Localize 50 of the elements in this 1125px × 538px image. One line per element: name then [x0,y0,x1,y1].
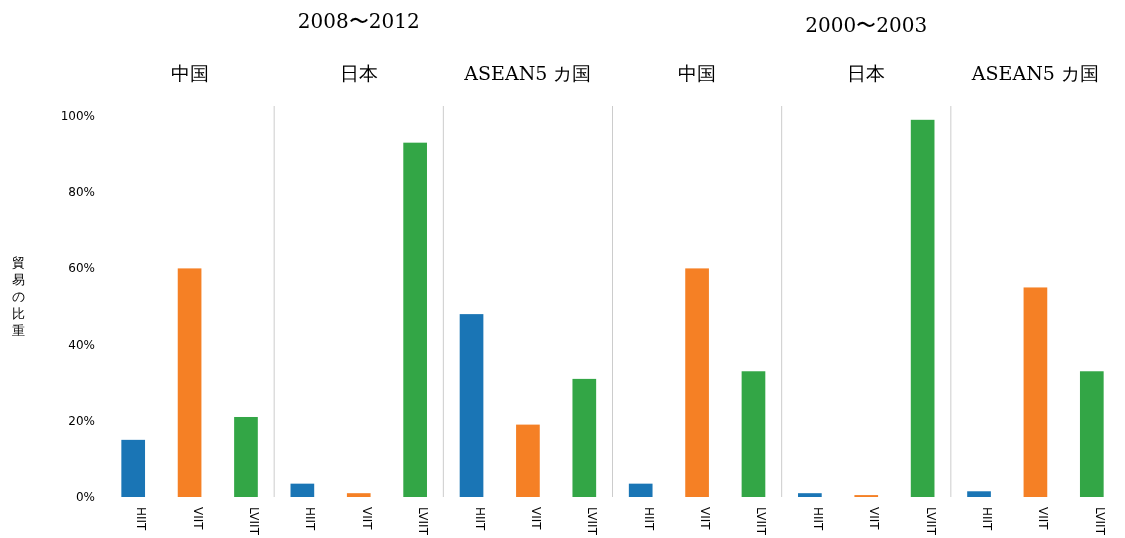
bar [798,493,822,497]
bar [459,314,484,497]
x-tick-label: VIIT [1036,507,1051,531]
bar [290,483,315,497]
x-tick-label: HIIT [810,507,825,532]
bar [516,424,540,497]
x-tick-label: LVIIT [246,507,261,536]
text: ASEAN5 カ国 [970,62,1099,84]
text: 中国 [170,62,209,84]
bar [403,142,427,497]
bar [1023,287,1048,497]
bar [685,268,709,497]
x-tick-label: VIIT [698,507,713,531]
x-tick-label: LVIIT [1092,507,1107,536]
bar [628,483,653,497]
text: 2000〜2003 [805,13,928,37]
bar [572,378,597,497]
x-tick-label: HIIT [980,507,995,532]
bar [910,119,935,497]
y-axis-title: 貿易の比重 [11,254,25,338]
x-tick-label: HIIT [641,507,656,532]
bar [741,371,766,497]
text: 日本 [339,62,378,84]
y-tick-label: 0% [75,490,95,504]
bar [346,493,371,497]
y-tick-label: 20% [68,413,95,428]
x-tick-label: HIIT [303,507,318,532]
y-tick-label: 80% [68,185,95,200]
text: ASEAN5 カ国 [463,62,592,84]
x-tick-label: LVIIT [754,507,769,536]
bar [234,416,258,497]
x-tick-label: LVIIT [585,507,600,536]
x-tick-label: LVIIT [416,507,431,536]
x-tick-label: HIIT [134,507,149,532]
x-tick-label: VIIT [528,507,543,531]
x-tick-label: VIIT [867,507,882,531]
bar [1079,371,1104,497]
y-tick-label: 40% [68,337,95,352]
x-tick-label: HIIT [472,507,487,532]
bar [121,439,146,497]
bar [177,268,202,497]
text: 2008〜2012 [297,9,420,33]
y-tick-label: 100% [60,109,95,123]
text: 日本 [847,62,886,84]
x-tick-label: VIIT [359,507,374,531]
bar [967,491,991,497]
x-tick-label: VIIT [190,507,205,531]
text: 中国 [678,62,717,84]
y-tick-label: 60% [68,261,95,276]
x-tick-label: LVIIT [923,507,938,536]
